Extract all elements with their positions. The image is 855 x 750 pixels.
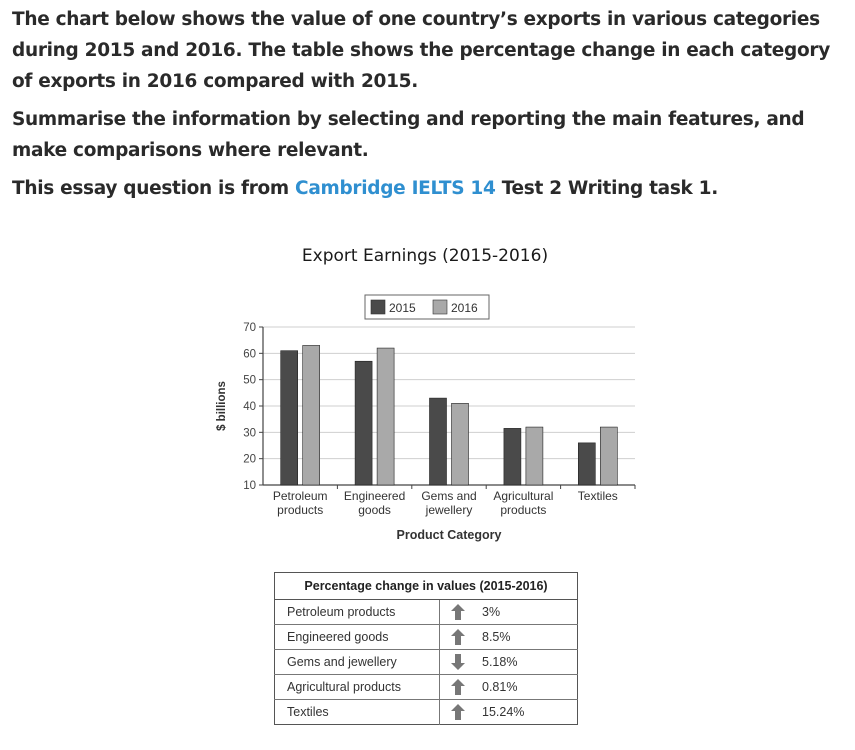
source-suffix: Test 2 Writing task 1. xyxy=(495,178,719,199)
bar-2015-3 xyxy=(503,428,522,486)
x-tick-label-3-1: products xyxy=(500,503,546,517)
y-axis-label: $ billions xyxy=(216,381,228,431)
row-category: Engineered goods xyxy=(274,624,440,650)
y-tick-label-40: 40 xyxy=(243,401,256,413)
y-tick-label-20: 20 xyxy=(243,454,256,466)
y-tick-label-10: 10 xyxy=(243,480,256,492)
table-row: Petroleum products 3% xyxy=(274,599,578,625)
arrow-up-icon xyxy=(439,674,476,700)
row-category: Petroleum products xyxy=(274,599,440,625)
bar-2015-4 xyxy=(577,442,596,486)
prompt-source: This essay question is from Cambridge IE… xyxy=(12,173,848,204)
x-axis-label: Product Category xyxy=(397,528,502,542)
legend-box xyxy=(364,294,490,320)
table-row: Gems and jewellery 5.18% xyxy=(274,649,578,675)
x-tick-label-3-0: Agricultural xyxy=(493,489,553,503)
row-change-value: 0.81% xyxy=(476,674,578,700)
export-earnings-chart: 2015 2016 70 60 50 40 30 20 10 $ billions Petroleu… xyxy=(216,294,636,542)
x-tick-label-2-1: jewellery xyxy=(425,503,473,517)
row-change-value: 15.24% xyxy=(476,699,578,725)
legend-swatch-2016 xyxy=(432,299,448,315)
bar-2016-4 xyxy=(599,426,618,486)
row-change-value: 5.18% xyxy=(476,649,578,675)
legend-label-2016: 2016 xyxy=(451,301,478,315)
row-category: Agricultural products xyxy=(274,674,440,700)
arrow-up-icon xyxy=(439,699,476,725)
y-tick-label-50: 50 xyxy=(243,375,256,387)
arrow-up-icon xyxy=(439,624,476,650)
bar-2015-2 xyxy=(429,397,447,486)
x-tick-label-2-0: Gems and xyxy=(421,489,476,503)
legend-label-2015: 2015 xyxy=(389,301,416,315)
legend-swatch-2015 xyxy=(370,299,386,315)
table-row: Agricultural products 0.81% xyxy=(274,674,578,700)
arrow-up-icon xyxy=(439,599,476,625)
prompt-description: The chart below shows the value of one c… xyxy=(12,9,830,92)
source-prefix: This essay question is from xyxy=(12,178,296,199)
table-header: Percentage change in values (2015-2016) xyxy=(274,572,578,600)
row-change-value: 8.5% xyxy=(476,624,578,650)
bar-2015-1 xyxy=(354,360,373,486)
x-tick-label-0-1: products xyxy=(277,503,323,517)
cambridge-ielts-link[interactable]: Cambridge IELTS 14 xyxy=(295,178,496,199)
prompt-instruction: Summarise the information by selecting a… xyxy=(12,109,805,161)
essay-prompt: The chart below shows the value of one c… xyxy=(12,4,848,211)
row-change-value: 3% xyxy=(476,599,578,625)
percentage-change-table: Percentage change in values (2015-2016) … xyxy=(274,572,578,725)
y-tick-label-70: 70 xyxy=(243,322,256,334)
bar-2015-0 xyxy=(280,350,298,486)
chart-title: Export Earnings (2015-2016) xyxy=(301,246,549,266)
x-tick-label-4-0: Textiles xyxy=(578,489,618,503)
y-tick-label-30: 30 xyxy=(243,427,256,439)
y-tick-label-60: 60 xyxy=(243,348,256,360)
bar-2016-1 xyxy=(376,347,395,486)
x-tick-label-0-0: Petroleum xyxy=(273,489,328,503)
row-category: Textiles xyxy=(274,699,440,725)
row-category: Gems and jewellery xyxy=(274,649,440,675)
arrow-down-icon xyxy=(439,649,476,675)
bar-2016-2 xyxy=(451,403,469,486)
x-tick-label-1-1: goods xyxy=(358,503,391,517)
x-tick-label-1-0: Engineered xyxy=(344,489,405,503)
table-row: Textiles 15.24% xyxy=(274,699,578,725)
table-row: Engineered goods 8.5% xyxy=(274,624,578,650)
bar-2016-3 xyxy=(525,426,544,486)
bar-2016-0 xyxy=(302,345,320,486)
